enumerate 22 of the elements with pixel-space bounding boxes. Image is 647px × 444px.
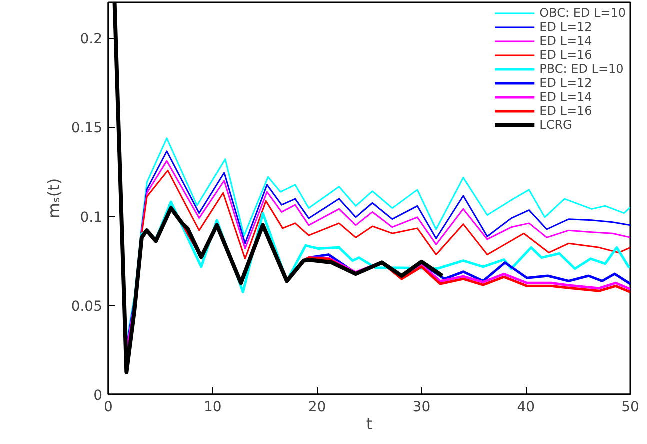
- legend-label: LCRG: [540, 118, 572, 132]
- legend-label: OBC: ED L=10: [540, 6, 626, 20]
- x-tick-label: 40: [517, 400, 536, 416]
- legend-label: ED L=14: [540, 34, 592, 48]
- y-tick-label: 0.2: [80, 32, 102, 48]
- x-tick-label: 20: [308, 400, 326, 416]
- legend-label: ED L=16: [540, 104, 592, 118]
- y-tick-label: 0: [94, 388, 103, 404]
- legend-label: ED L=12: [540, 76, 592, 90]
- y-axis-title: mₛ(t): [44, 178, 64, 219]
- x-tick-label: 30: [412, 400, 431, 416]
- legend-label: PBC: ED L=10: [540, 62, 624, 76]
- legend-label: ED L=14: [540, 90, 592, 104]
- legend-label: ED L=12: [540, 20, 592, 34]
- legend-label: ED L=16: [540, 48, 592, 62]
- x-tick-label: 50: [622, 400, 640, 416]
- y-tick-label: 0.05: [71, 298, 102, 315]
- x-axis-title: t: [366, 414, 373, 434]
- x-tick-label: 0: [104, 400, 113, 416]
- x-tick-label: 10: [204, 400, 222, 416]
- y-tick-label: 0.15: [71, 120, 102, 137]
- y-tick-label: 0.1: [80, 210, 102, 226]
